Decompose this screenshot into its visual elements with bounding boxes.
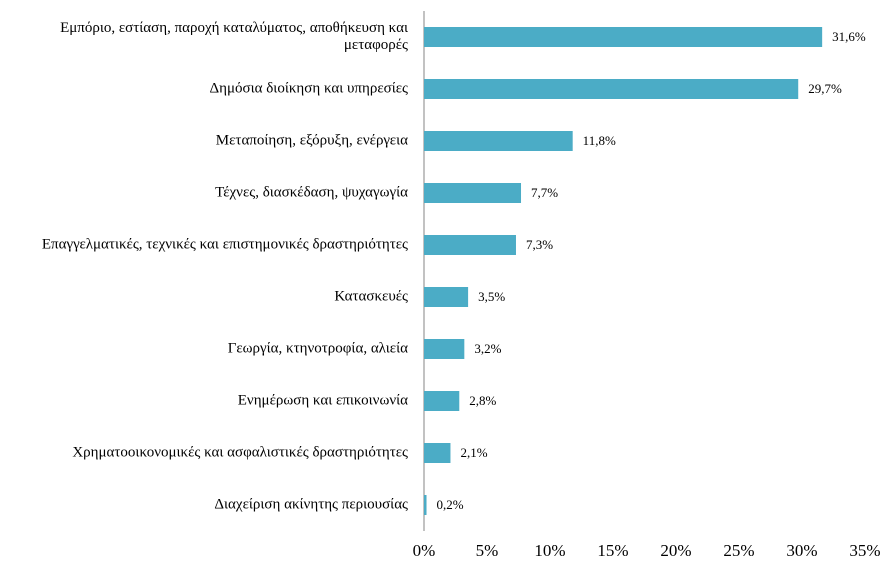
value-label: 11,8% (583, 133, 616, 148)
x-tick-label: 5% (476, 541, 499, 560)
x-tick-label: 20% (660, 541, 691, 560)
value-label: 3,2% (474, 341, 501, 356)
bar (424, 131, 573, 151)
bar (424, 79, 799, 99)
value-label: 0,2% (437, 497, 464, 512)
x-tick-label: 10% (534, 541, 565, 560)
category-label: Κατασκευές (334, 288, 408, 305)
category-label: Δημόσια διοίκηση και υπηρεσίες (209, 80, 408, 97)
bar (424, 27, 823, 47)
value-label: 2,1% (460, 445, 487, 460)
x-tick-label: 25% (723, 541, 754, 560)
category-label: Εμπόριο, εστίαση, παροχή καταλύματος, απ… (60, 20, 408, 53)
bar (424, 287, 469, 307)
value-label: 7,7% (531, 185, 558, 200)
category-label: Διαχείριση ακίνητης περιουσίας (214, 496, 408, 513)
x-tick-label: 30% (786, 541, 817, 560)
value-label: 29,7% (808, 81, 842, 96)
bar (424, 443, 451, 463)
category-label: Ενημέρωση και επικοινωνία (237, 392, 408, 409)
category-label: Τέχνες, διασκέδαση, ψυχαγωγία (215, 184, 408, 201)
bar (424, 235, 516, 255)
bar (424, 183, 522, 203)
bar (424, 495, 427, 515)
category-label: Μεταποίηση, εξόρυξη, ενέργεια (215, 132, 408, 149)
category-label: Επαγγελματικές, τεχνικές και επιστημονικ… (41, 236, 408, 253)
value-label: 2,8% (469, 393, 496, 408)
x-tick-label: 35% (849, 541, 880, 560)
value-label: 31,6% (832, 29, 866, 44)
value-label: 3,5% (478, 289, 505, 304)
bar (424, 339, 465, 359)
category-label: Χρηματοοικονομικές και ασφαλιστικές δρασ… (72, 444, 408, 461)
bar (424, 391, 460, 411)
x-tick-label: 15% (597, 541, 628, 560)
category-label: Γεωργία, κτηνοτροφία, αλιεία (227, 340, 408, 357)
x-tick-label: 0% (413, 541, 436, 560)
value-label: 7,3% (526, 237, 553, 252)
